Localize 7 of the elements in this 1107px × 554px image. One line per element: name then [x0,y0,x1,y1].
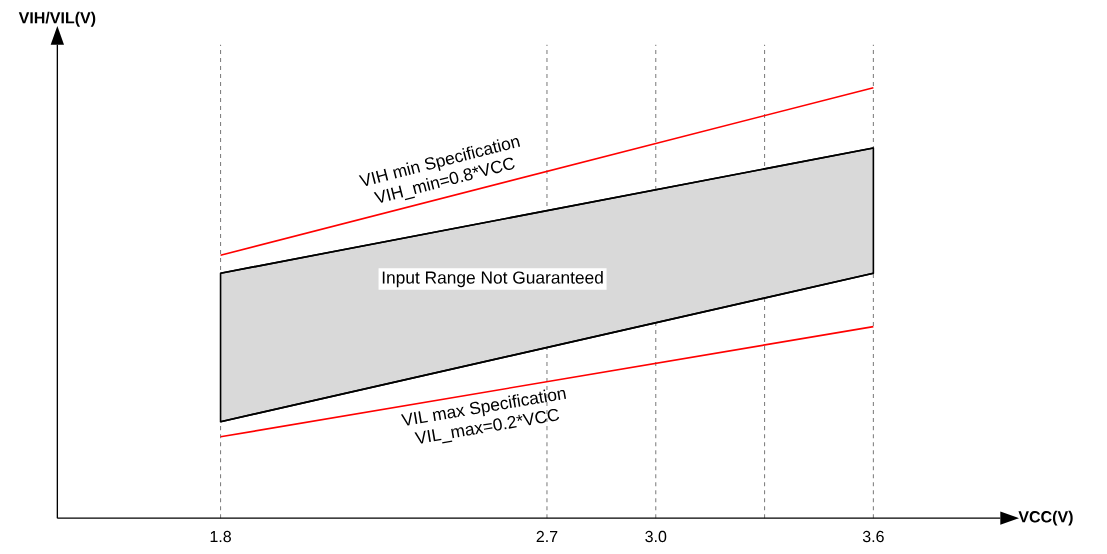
x-axis-title: VCC(V) [1018,510,1073,526]
x-tick-label: 3.6 [862,531,884,543]
x-tick-label: 1.8 [210,531,231,543]
annotation: Input Range Not Guaranteed [382,271,603,288]
x-tick-label: 2.7 [536,531,558,543]
y-axis-title: VIH/VIL(V) [18,11,96,27]
x-tick-label: 3.0 [645,531,667,543]
